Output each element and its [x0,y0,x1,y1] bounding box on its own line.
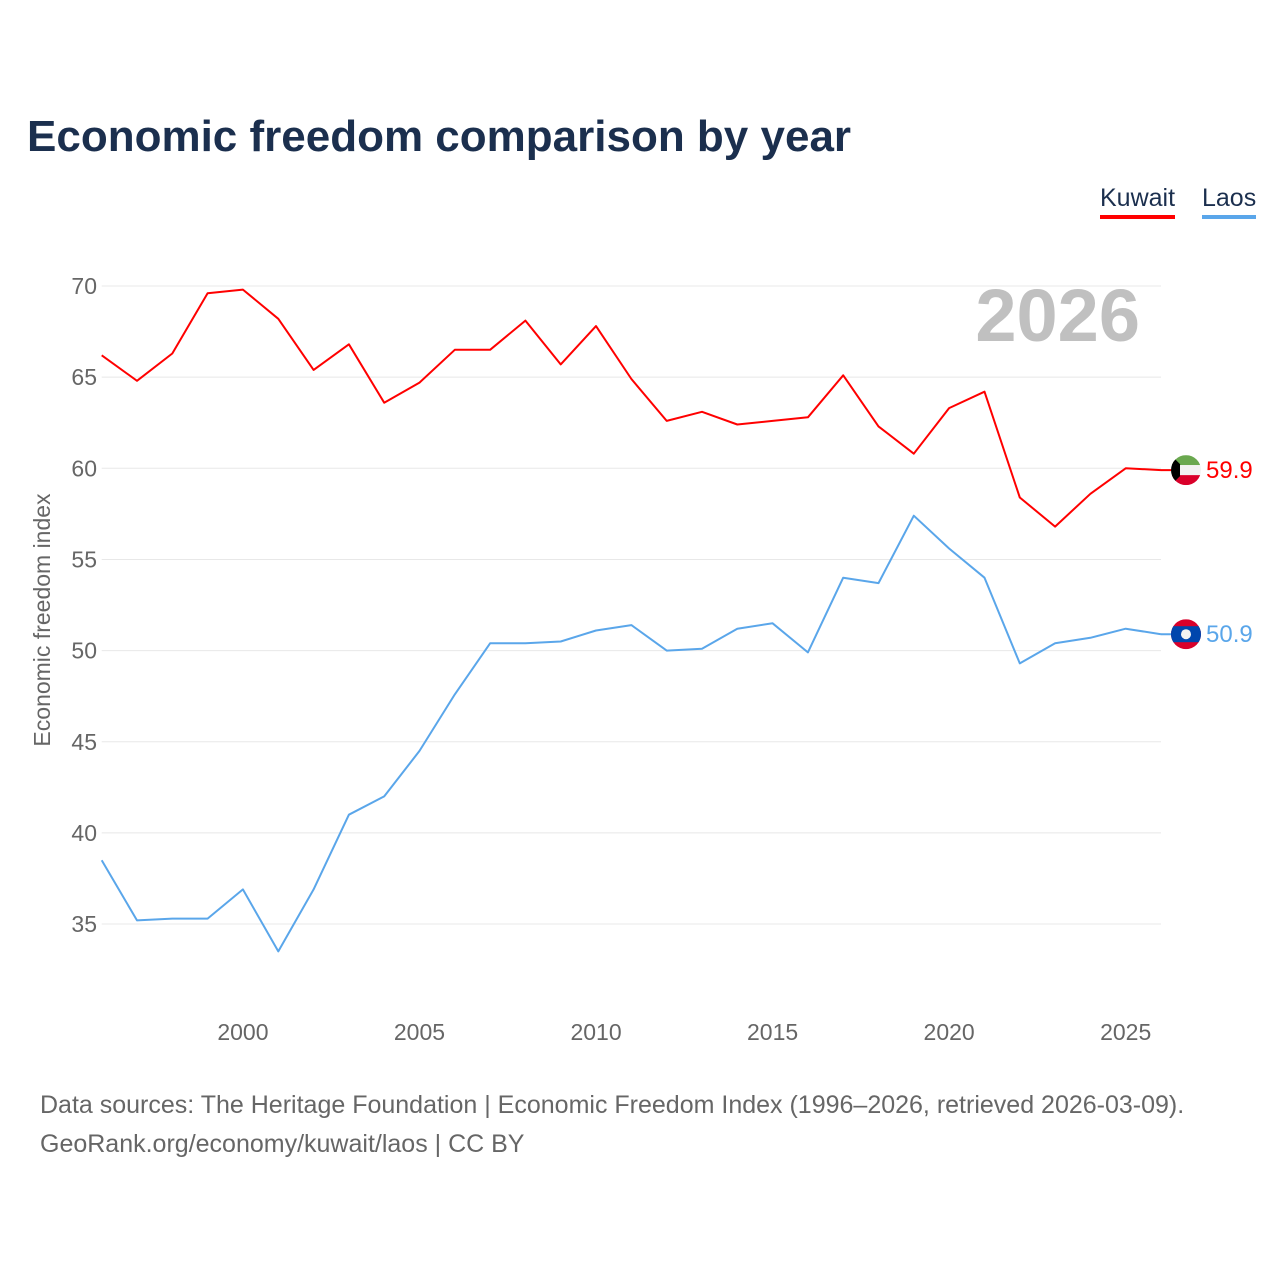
x-tick-label: 2000 [217,1019,268,1045]
x-tick-label: 2020 [924,1019,975,1045]
y-tick-label: 70 [71,273,97,299]
y-tick-label: 50 [71,638,97,664]
series-line-laos [100,514,1162,953]
kuwait-flag-icon [1171,455,1201,486]
y-tick-label: 35 [71,911,97,937]
y-tick-label: 55 [71,546,97,572]
y-axis-label: Economic freedom index [29,493,55,747]
year-watermark: 2026 [975,274,1140,357]
legend-kuwait[interactable]: Kuwait [1100,184,1176,219]
legend-laos[interactable]: Laos [1202,184,1257,219]
source-note: Data sources: The Heritage Foundation | … [40,1086,1184,1164]
x-tick-label: 2005 [394,1019,445,1045]
series-line-kuwait [101,288,1162,528]
source-line-2: GeoRank.org/economy/kuwait/laos | CC BY [40,1130,525,1158]
chart-title: Economic freedom comparison by year [27,112,852,161]
y-tick-label: 60 [71,455,97,481]
y-tick-label: 45 [71,729,97,755]
end-value-label-laos: 50.9 [1206,621,1253,648]
y-tick-label: 65 [71,364,97,390]
x-tick-label: 2015 [747,1019,798,1045]
source-line-1: Data sources: The Heritage Foundation | … [40,1091,1185,1119]
x-tick-label: 2010 [570,1019,621,1045]
y-tick-label: 40 [71,820,97,846]
end-value-label-kuwait: 59.9 [1206,457,1253,484]
x-tick-label: 2025 [1100,1019,1151,1045]
laos-flag-icon [1171,619,1201,650]
